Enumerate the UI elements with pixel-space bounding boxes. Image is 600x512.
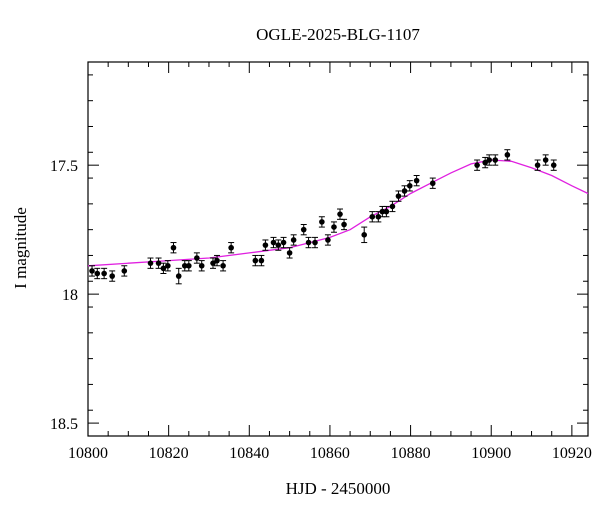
data-point xyxy=(361,232,368,238)
data-point xyxy=(280,239,287,246)
data-point xyxy=(181,262,188,269)
data-point xyxy=(186,262,192,269)
data-point xyxy=(94,270,101,277)
y-tick-label: 18.5 xyxy=(50,416,78,433)
data-point xyxy=(312,239,318,246)
data-point xyxy=(220,262,226,269)
data-point xyxy=(406,183,413,189)
data-point xyxy=(155,260,162,266)
data-point xyxy=(504,152,511,158)
data-point xyxy=(375,213,382,220)
data-point xyxy=(492,157,499,163)
data-point xyxy=(270,239,277,246)
y-tick-label: 17.5 xyxy=(50,158,78,175)
data-point xyxy=(170,244,177,251)
data-point xyxy=(275,242,282,248)
data-point xyxy=(542,157,549,163)
data-point xyxy=(300,226,307,233)
axes-layer: 10800 10820 10840 10860 10880 10900 10920 17.5 1… xyxy=(50,62,592,462)
data-point xyxy=(252,257,259,264)
data-point xyxy=(401,188,408,194)
plot-area xyxy=(87,61,589,437)
data-point xyxy=(214,257,220,264)
x-tick-label: 10800 xyxy=(68,445,108,462)
data-points-layer xyxy=(89,149,557,285)
data-point xyxy=(395,193,402,199)
data-point xyxy=(383,208,390,215)
data-point xyxy=(550,162,557,168)
plot-frame xyxy=(87,61,589,437)
data-point xyxy=(228,244,234,251)
data-point xyxy=(534,162,541,168)
data-point xyxy=(194,255,200,261)
data-point xyxy=(262,242,269,248)
data-point xyxy=(389,203,396,210)
x-tick-label: 10860 xyxy=(310,445,350,462)
data-point xyxy=(319,219,325,225)
data-point xyxy=(258,257,265,264)
data-point xyxy=(325,237,331,243)
data-point xyxy=(379,208,386,215)
x-tick-label: 10900 xyxy=(471,445,511,462)
chart-title: OGLE-2025-BLG-1107 xyxy=(256,25,420,44)
data-point xyxy=(147,260,154,266)
x-tick-label: 10920 xyxy=(552,445,592,462)
data-point xyxy=(337,211,343,217)
data-point xyxy=(121,268,128,274)
data-point xyxy=(331,224,337,230)
data-point xyxy=(305,239,312,246)
data-point xyxy=(165,262,171,269)
data-point xyxy=(474,162,480,168)
data-point xyxy=(369,213,376,220)
data-point xyxy=(160,265,167,272)
x-tick-label: 10880 xyxy=(391,445,431,462)
data-point xyxy=(198,262,205,269)
data-point xyxy=(486,157,493,163)
data-point xyxy=(101,270,107,277)
x-axis-label: HJD - 2450000 xyxy=(286,479,391,498)
data-point xyxy=(210,260,216,266)
data-point xyxy=(413,177,420,184)
data-point xyxy=(286,250,293,256)
y-tick-label: 18 xyxy=(62,287,78,304)
data-point xyxy=(482,159,488,166)
x-tick-label: 10840 xyxy=(229,445,269,462)
y-axis-label: I magnitude xyxy=(11,207,30,289)
data-point xyxy=(429,180,436,187)
data-point xyxy=(290,237,297,243)
data-point xyxy=(89,268,95,274)
data-point xyxy=(109,273,115,279)
x-tick-label: 10820 xyxy=(149,445,189,462)
data-point xyxy=(175,273,182,279)
data-point xyxy=(341,221,347,228)
